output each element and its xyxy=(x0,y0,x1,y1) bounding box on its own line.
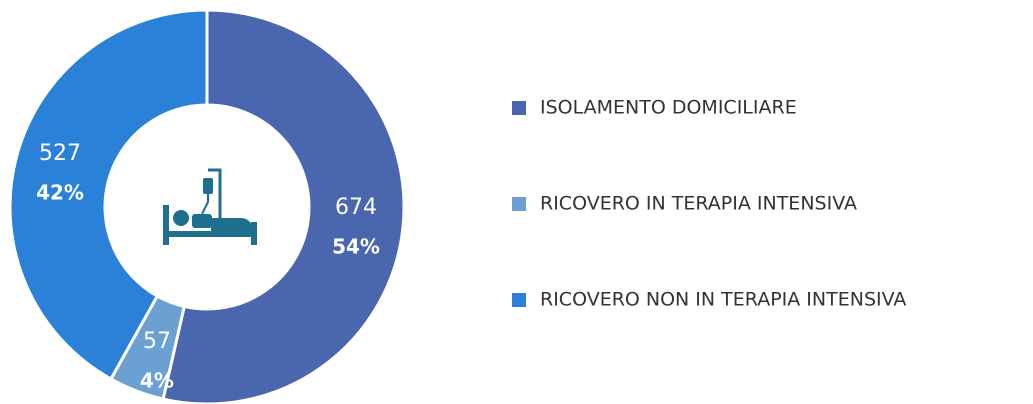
legend-label: ISOLAMENTO DOMICILIARE xyxy=(540,97,797,119)
value-label: 674 xyxy=(335,195,377,220)
percent-label: 54% xyxy=(332,235,380,259)
legend-swatch xyxy=(512,197,526,211)
legend-swatch xyxy=(512,101,526,115)
bed-icon xyxy=(163,168,257,245)
legend-label: RICOVERO IN TERAPIA INTENSIVA xyxy=(540,193,857,215)
donut-slice xyxy=(161,8,406,404)
legend-swatch xyxy=(512,293,526,307)
value-label: 527 xyxy=(39,141,81,166)
percent-label: 4% xyxy=(140,369,174,393)
labels: 674 54% ISOLAMENTO DOMICILIARE 57 4% RICOVERO… xyxy=(36,97,906,393)
percent-label: 42% xyxy=(36,181,84,205)
value-label: 57 xyxy=(143,329,171,354)
legend-label: RICOVERO NON IN TERAPIA INTENSIVA xyxy=(540,289,906,311)
donut-slice xyxy=(8,8,209,382)
